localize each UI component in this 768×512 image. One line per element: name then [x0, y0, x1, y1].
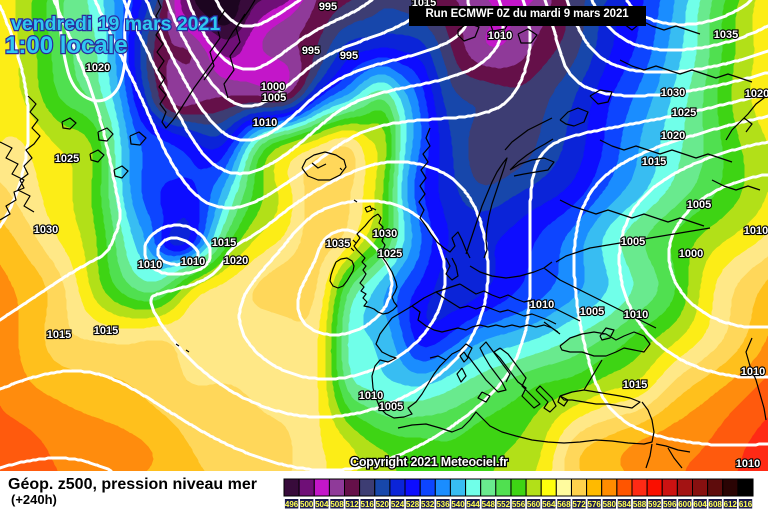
svg-text:1015: 1015	[94, 325, 118, 337]
svg-text:1020: 1020	[86, 62, 110, 74]
svg-text:548: 548	[482, 500, 496, 509]
svg-text:552: 552	[497, 500, 511, 509]
svg-text:1015: 1015	[412, 0, 436, 9]
svg-text:1015: 1015	[623, 379, 647, 391]
svg-text:572: 572	[572, 500, 586, 509]
svg-text:564: 564	[542, 500, 556, 509]
svg-text:1010: 1010	[253, 117, 277, 129]
svg-text:995: 995	[302, 45, 320, 57]
svg-text:1025: 1025	[55, 153, 79, 165]
svg-text:1025: 1025	[672, 107, 696, 119]
svg-text:1005: 1005	[580, 306, 604, 318]
svg-text:Run ECMWF 0Z du mardi 9 mars 2: Run ECMWF 0Z du mardi 9 mars 2021	[425, 8, 629, 20]
svg-text:496: 496	[285, 500, 299, 509]
svg-text:995: 995	[319, 1, 337, 13]
svg-text:1010: 1010	[138, 259, 162, 271]
svg-text:516: 516	[361, 500, 375, 509]
svg-text:1015: 1015	[47, 329, 71, 341]
svg-text:1000: 1000	[679, 248, 703, 260]
svg-text:(+240h): (+240h)	[11, 492, 57, 507]
svg-text:520: 520	[376, 500, 390, 509]
svg-text:532: 532	[421, 500, 435, 509]
svg-text:1010: 1010	[488, 30, 512, 42]
svg-text:1010: 1010	[359, 390, 383, 402]
svg-text:604: 604	[693, 500, 707, 509]
svg-text:1010: 1010	[530, 299, 554, 311]
svg-text:1005: 1005	[379, 401, 403, 413]
svg-text:1020: 1020	[661, 130, 685, 142]
svg-text:588: 588	[633, 500, 647, 509]
svg-text:540: 540	[451, 500, 465, 509]
svg-text:1:00 locale: 1:00 locale	[5, 32, 128, 59]
svg-text:568: 568	[557, 500, 571, 509]
svg-text:524: 524	[391, 500, 405, 509]
svg-text:1035: 1035	[326, 238, 350, 250]
svg-text:528: 528	[406, 500, 420, 509]
svg-text:608: 608	[709, 500, 723, 509]
svg-text:504: 504	[315, 500, 329, 509]
svg-text:596: 596	[663, 500, 677, 509]
svg-text:995: 995	[340, 50, 358, 62]
svg-text:560: 560	[527, 500, 541, 509]
svg-text:1005: 1005	[621, 236, 645, 248]
svg-text:1010: 1010	[736, 458, 760, 470]
svg-text:500: 500	[300, 500, 314, 509]
svg-text:536: 536	[436, 500, 450, 509]
svg-text:512: 512	[345, 500, 359, 509]
svg-text:1015: 1015	[212, 237, 236, 249]
svg-text:616: 616	[739, 500, 753, 509]
svg-text:592: 592	[648, 500, 662, 509]
svg-text:Copyright 2021 Meteociel.fr: Copyright 2021 Meteociel.fr	[350, 455, 508, 469]
svg-text:1025: 1025	[378, 248, 402, 260]
svg-text:1005: 1005	[262, 92, 286, 104]
svg-text:1020: 1020	[224, 255, 248, 267]
svg-text:1000: 1000	[261, 81, 285, 93]
svg-text:1020: 1020	[745, 88, 768, 100]
svg-text:612: 612	[724, 500, 738, 509]
svg-text:1035: 1035	[714, 29, 738, 41]
svg-text:1030: 1030	[34, 224, 58, 236]
svg-text:Géop. z500, pression niveau me: Géop. z500, pression niveau mer	[8, 476, 257, 493]
svg-text:1010: 1010	[744, 225, 768, 237]
svg-text:584: 584	[618, 500, 632, 509]
svg-text:1010: 1010	[181, 256, 205, 268]
svg-text:556: 556	[512, 500, 526, 509]
svg-text:1030: 1030	[373, 228, 397, 240]
svg-text:580: 580	[603, 500, 617, 509]
svg-text:544: 544	[466, 500, 480, 509]
svg-text:1010: 1010	[624, 309, 648, 321]
svg-text:600: 600	[678, 500, 692, 509]
svg-text:1005: 1005	[687, 199, 711, 211]
svg-text:508: 508	[330, 500, 344, 509]
svg-text:1010: 1010	[741, 366, 765, 378]
svg-text:576: 576	[588, 500, 602, 509]
svg-text:vendredi 19 mars 2021: vendredi 19 mars 2021	[11, 13, 220, 35]
svg-text:1030: 1030	[661, 87, 685, 99]
svg-text:1015: 1015	[642, 156, 666, 168]
